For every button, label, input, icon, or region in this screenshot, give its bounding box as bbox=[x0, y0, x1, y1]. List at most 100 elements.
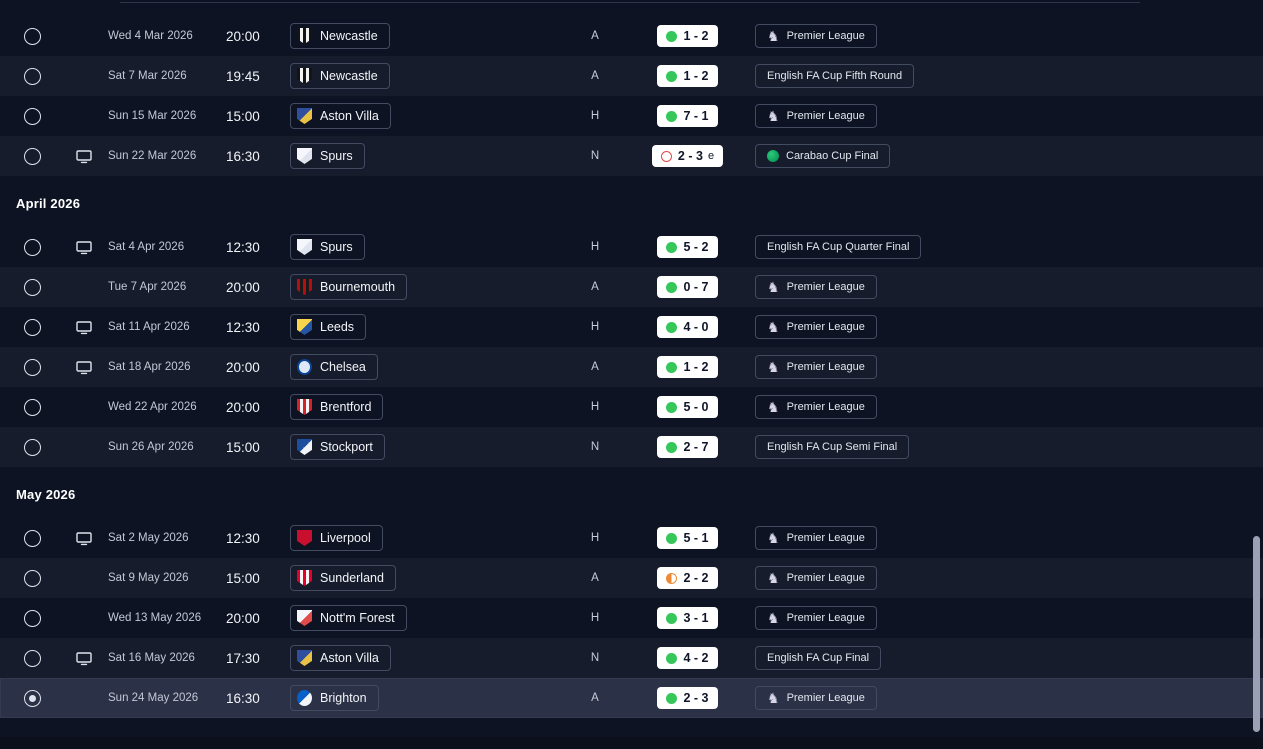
competition-name: Premier League bbox=[786, 321, 865, 333]
competition-chip[interactable]: ♞ Premier League bbox=[755, 355, 877, 379]
fixture-row[interactable]: Sat 4 Apr 2026 12:30 Spurs H 5 - 2 Engli… bbox=[0, 227, 1263, 267]
fixture-date: Sun 15 Mar 2026 bbox=[108, 110, 197, 122]
team-crest-icon bbox=[297, 28, 312, 44]
competition-name: Premier League bbox=[786, 692, 865, 704]
vertical-scrollbar-thumb[interactable] bbox=[1253, 536, 1260, 732]
opponent-chip[interactable]: Aston Villa bbox=[290, 103, 391, 129]
fixture-row[interactable]: Tue 7 Apr 2026 20:00 Bournemouth A 0 - 7… bbox=[0, 267, 1263, 307]
opponent-chip[interactable]: Brighton bbox=[290, 685, 379, 711]
opponent-chip[interactable]: Spurs bbox=[290, 143, 365, 169]
competition-chip[interactable]: ♞ Premier League bbox=[755, 526, 877, 550]
competition-chip[interactable]: ♞ Premier League bbox=[755, 315, 877, 339]
venue-cell: A bbox=[560, 267, 630, 307]
fixture-select-radio[interactable] bbox=[23, 358, 41, 376]
fixture-row[interactable]: Sat 16 May 2026 17:30 Aston Villa N 4 - … bbox=[0, 638, 1263, 678]
competition-chip[interactable]: ♞ Premier League bbox=[755, 275, 877, 299]
fixture-row[interactable]: Sat 9 May 2026 15:00 Sunderland A 2 - 2 … bbox=[0, 558, 1263, 598]
fixture-select-radio[interactable] bbox=[23, 67, 41, 85]
fixture-row[interactable]: Wed 13 May 2026 20:00 Nott'm Forest H 3 … bbox=[0, 598, 1263, 638]
competition-cell: ♞ Premier League bbox=[745, 678, 1263, 718]
opponent-chip[interactable]: Spurs bbox=[290, 234, 365, 260]
result-pill: 5 - 2 bbox=[657, 236, 718, 258]
fixture-time: 16:30 bbox=[226, 690, 260, 706]
score-cell: 4 - 2 bbox=[630, 638, 745, 678]
opponent-chip[interactable]: Aston Villa bbox=[290, 645, 391, 671]
fixture-select-radio[interactable] bbox=[23, 238, 41, 256]
opponent-chip[interactable]: Nott'm Forest bbox=[290, 605, 407, 631]
competition-chip[interactable]: English FA Cup Final bbox=[755, 646, 882, 670]
fixture-row[interactable]: Wed 22 Apr 2026 20:00 Brentford H 5 - 0 … bbox=[0, 387, 1263, 427]
date-cell: Sun 24 May 2026 bbox=[104, 678, 222, 718]
radio-dot bbox=[29, 444, 36, 451]
fixture-row[interactable]: Sun 26 Apr 2026 15:00 Stockport N 2 - 7 … bbox=[0, 427, 1263, 467]
venue-indicator: A bbox=[591, 692, 599, 704]
tv-broadcast-icon bbox=[76, 240, 92, 254]
fixture-select-radio[interactable] bbox=[23, 689, 41, 707]
opponent-chip[interactable]: Liverpool bbox=[290, 525, 383, 551]
competition-chip[interactable]: ♞ Premier League bbox=[755, 104, 877, 128]
fixture-select-radio[interactable] bbox=[23, 278, 41, 296]
result-dot-icon bbox=[660, 150, 672, 162]
competition-name: English FA Cup Quarter Final bbox=[767, 241, 910, 253]
fixture-select-radio[interactable] bbox=[23, 107, 41, 125]
opponent-chip[interactable]: Newcastle bbox=[290, 23, 390, 49]
competition-chip[interactable]: English FA Cup Semi Final bbox=[755, 435, 910, 459]
venue-cell: A bbox=[560, 16, 630, 56]
fixture-select-radio[interactable] bbox=[23, 318, 41, 336]
competition-chip[interactable]: ♞ Premier League bbox=[755, 395, 877, 419]
fixture-select-radio[interactable] bbox=[23, 649, 41, 667]
tv-cell bbox=[64, 136, 104, 176]
competition-chip[interactable]: English FA Cup Fifth Round bbox=[755, 64, 915, 88]
team-cell: Bournemouth bbox=[288, 267, 560, 307]
premier-league-icon: ♞ bbox=[767, 279, 780, 295]
competition-chip[interactable]: ♞ Premier League bbox=[755, 566, 877, 590]
fixture-row[interactable]: Sun 24 May 2026 16:30 Brighton A 2 - 3 ♞… bbox=[0, 678, 1263, 718]
fixture-row[interactable]: Sat 7 Mar 2026 19:45 Newcastle A 1 - 2 E… bbox=[0, 56, 1263, 96]
result-dot-icon bbox=[666, 241, 678, 253]
opponent-chip[interactable]: Chelsea bbox=[290, 354, 378, 380]
result-dot-icon bbox=[666, 70, 678, 82]
fixture-select-radio[interactable] bbox=[23, 398, 41, 416]
competition-cell: English FA Cup Semi Final bbox=[745, 427, 1263, 467]
competition-name: Premier League bbox=[786, 110, 865, 122]
opponent-chip[interactable]: Leeds bbox=[290, 314, 367, 340]
result-dot-icon bbox=[666, 361, 678, 373]
score-cell: 7 - 1 bbox=[630, 96, 745, 136]
venue-cell: H bbox=[560, 307, 630, 347]
fixture-select-radio[interactable] bbox=[23, 27, 41, 45]
fixture-row[interactable]: Sat 11 Apr 2026 12:30 Leeds H 4 - 0 ♞ Pr… bbox=[0, 307, 1263, 347]
opponent-chip[interactable]: Sunderland bbox=[290, 565, 396, 591]
venue-indicator: A bbox=[591, 361, 599, 373]
score-cell: 3 - 1 bbox=[630, 598, 745, 638]
competition-name: Carabao Cup Final bbox=[786, 150, 879, 162]
fixture-select-radio[interactable] bbox=[23, 609, 41, 627]
opponent-chip[interactable]: Stockport bbox=[290, 434, 385, 460]
fixture-row[interactable]: Wed 4 Mar 2026 20:00 Newcastle A 1 - 2 ♞… bbox=[0, 16, 1263, 56]
competition-chip[interactable]: ♞ Premier League bbox=[755, 606, 877, 630]
time-cell: 20:00 bbox=[222, 347, 288, 387]
competition-chip[interactable]: ♞ Premier League bbox=[755, 686, 877, 710]
date-cell: Sun 15 Mar 2026 bbox=[104, 96, 222, 136]
select-cell bbox=[0, 56, 64, 96]
result-pill: 1 - 2 bbox=[657, 25, 718, 47]
fixture-row[interactable]: Sat 18 Apr 2026 20:00 Chelsea A 1 - 2 ♞ … bbox=[0, 347, 1263, 387]
score-cell: 5 - 2 bbox=[630, 227, 745, 267]
competition-chip[interactable]: English FA Cup Quarter Final bbox=[755, 235, 922, 259]
competition-chip[interactable]: ♞ Premier League bbox=[755, 24, 877, 48]
opponent-chip[interactable]: Newcastle bbox=[290, 63, 390, 89]
fixture-select-radio[interactable] bbox=[23, 438, 41, 456]
fixture-select-radio[interactable] bbox=[23, 569, 41, 587]
fixture-select-radio[interactable] bbox=[23, 529, 41, 547]
opponent-chip[interactable]: Bournemouth bbox=[290, 274, 408, 300]
fixture-row[interactable]: Sat 2 May 2026 12:30 Liverpool H 5 - 1 ♞… bbox=[0, 518, 1263, 558]
fixture-date: Sat 4 Apr 2026 bbox=[108, 241, 185, 253]
fixture-list: Wed 4 Mar 2026 20:00 Newcastle A 1 - 2 ♞… bbox=[0, 16, 1263, 718]
competition-chip[interactable]: Carabao Cup Final bbox=[755, 144, 891, 168]
fixture-row[interactable]: Sun 22 Mar 2026 16:30 Spurs N 2 - 3 e Ca… bbox=[0, 136, 1263, 176]
opponent-chip[interactable]: Brentford bbox=[290, 394, 384, 420]
venue-cell: H bbox=[560, 96, 630, 136]
select-cell bbox=[0, 227, 64, 267]
fixture-select-radio[interactable] bbox=[23, 147, 41, 165]
fixture-row[interactable]: Sun 15 Mar 2026 15:00 Aston Villa H 7 - … bbox=[0, 96, 1263, 136]
radio-dot bbox=[29, 404, 36, 411]
